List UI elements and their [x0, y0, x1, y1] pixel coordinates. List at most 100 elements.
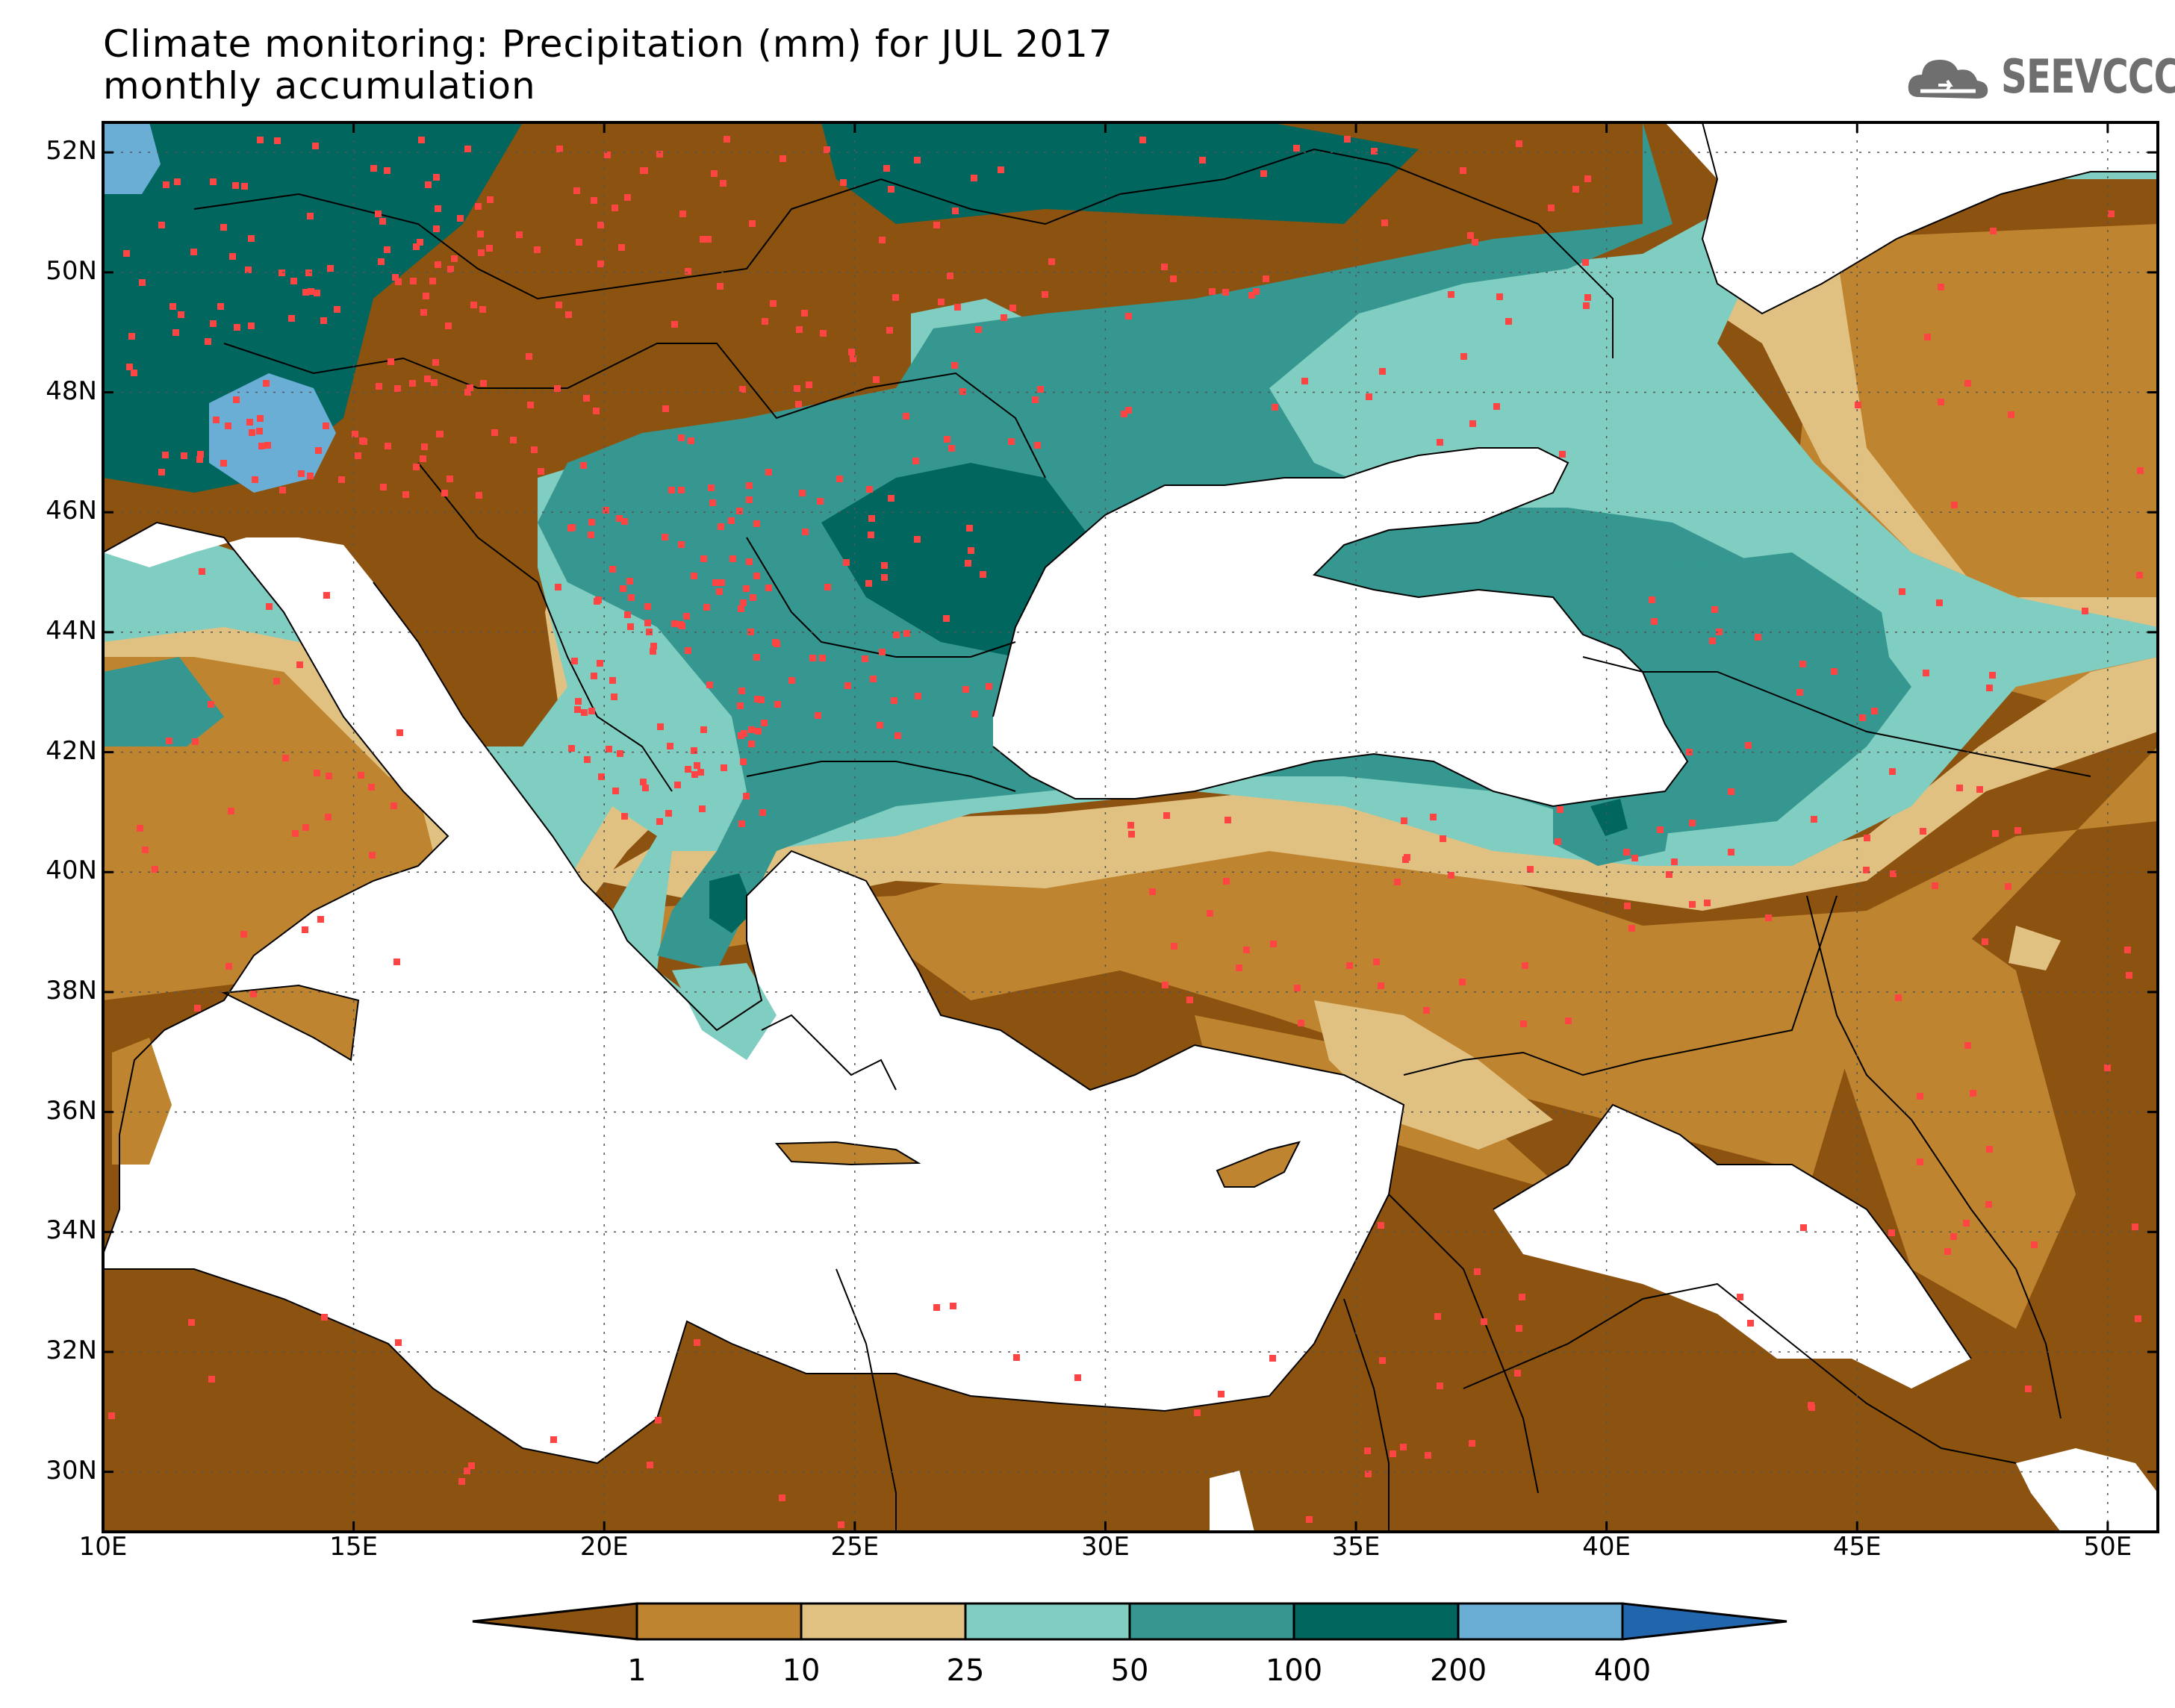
station-marker — [1964, 1042, 1971, 1049]
station-marker — [375, 211, 382, 217]
station-marker — [838, 1521, 844, 1528]
station-marker — [317, 916, 324, 923]
station-marker — [573, 187, 580, 194]
station-marker — [819, 655, 826, 661]
station-marker — [1034, 442, 1041, 449]
station-marker — [1379, 1357, 1386, 1364]
station-marker — [128, 333, 135, 340]
station-marker — [892, 294, 899, 301]
station-marker — [417, 239, 423, 246]
station-marker — [424, 375, 431, 382]
station-marker — [431, 379, 438, 386]
station-marker — [527, 402, 534, 408]
station-marker — [2136, 572, 2143, 579]
station-marker — [809, 655, 816, 661]
station-marker — [736, 508, 743, 514]
station-marker — [1127, 822, 1134, 829]
station-marker — [2008, 411, 2014, 418]
colorbar-label: 25 — [946, 1654, 985, 1688]
station-marker — [1657, 826, 1664, 833]
station-marker — [1199, 157, 1206, 163]
station-marker — [1582, 259, 1589, 266]
station-marker — [409, 380, 416, 387]
station-marker — [975, 326, 982, 333]
station-marker — [290, 278, 297, 284]
station-marker — [1272, 404, 1278, 411]
station-marker — [194, 1005, 201, 1012]
persian-gulf — [2016, 1448, 2158, 1532]
colorbar-label: 100 — [1265, 1654, 1323, 1688]
station-marker — [1378, 982, 1384, 989]
station-marker — [657, 723, 664, 730]
station-marker — [1496, 293, 1503, 300]
station-marker — [172, 329, 179, 336]
station-marker — [691, 771, 698, 778]
station-marker — [220, 460, 227, 467]
caspian-sea — [1665, 122, 2158, 314]
station-marker — [947, 272, 953, 279]
station-marker — [748, 741, 755, 747]
station-marker — [761, 720, 768, 726]
station-marker — [1163, 812, 1170, 819]
station-marker — [166, 738, 172, 744]
station-marker — [1236, 964, 1242, 971]
station-marker — [1301, 378, 1308, 384]
station-marker — [624, 194, 631, 201]
station-marker — [420, 309, 427, 316]
station-marker — [233, 396, 240, 403]
station-marker — [770, 300, 777, 307]
station-marker — [321, 1314, 328, 1321]
station-marker — [425, 181, 432, 188]
station-marker — [879, 649, 886, 655]
station-marker — [163, 181, 169, 188]
station-marker — [593, 408, 600, 414]
station-marker — [662, 534, 668, 540]
station-marker — [1378, 1222, 1384, 1229]
syrian-desert-nodata — [1493, 1105, 1971, 1388]
y-tick-label: 46N — [46, 496, 97, 526]
station-marker — [257, 137, 264, 143]
station-marker — [480, 380, 487, 387]
station-marker — [1864, 835, 1870, 841]
y-tick-label: 44N — [46, 615, 97, 646]
station-marker — [1800, 1224, 1807, 1231]
station-marker — [1986, 685, 1993, 691]
black-sea — [993, 448, 1687, 806]
y-tick-label: 30N — [46, 1455, 97, 1486]
colorbar-segment — [964, 1602, 1131, 1641]
station-marker — [868, 532, 874, 538]
station-marker — [877, 722, 883, 729]
station-marker — [378, 258, 385, 265]
station-marker — [748, 726, 755, 733]
station-marker — [1811, 816, 1817, 823]
station-marker — [1519, 1294, 1525, 1300]
station-marker — [844, 682, 851, 689]
station-marker — [1048, 258, 1055, 265]
station-marker — [584, 756, 591, 763]
station-marker — [1689, 820, 1696, 826]
station-marker — [779, 1494, 785, 1501]
station-marker — [292, 830, 299, 837]
station-marker — [1709, 638, 1716, 644]
station-marker — [1747, 1320, 1754, 1327]
station-marker — [1557, 806, 1563, 813]
station-marker — [721, 764, 727, 771]
station-marker — [2104, 1065, 2111, 1071]
station-marker — [1423, 1007, 1430, 1014]
station-marker — [1631, 855, 1638, 861]
station-marker — [181, 452, 187, 459]
station-marker — [370, 165, 377, 172]
station-marker — [753, 573, 760, 579]
station-marker — [998, 166, 1004, 173]
station-marker — [903, 630, 910, 637]
station-marker — [888, 186, 894, 193]
station-marker — [1516, 1325, 1522, 1332]
station-marker — [568, 745, 575, 752]
station-marker — [1009, 305, 1016, 311]
station-marker — [1970, 1090, 1976, 1097]
station-marker — [437, 431, 444, 437]
station-marker — [597, 660, 603, 667]
station-marker — [603, 507, 609, 514]
station-marker — [208, 1376, 215, 1383]
station-marker — [250, 991, 257, 997]
